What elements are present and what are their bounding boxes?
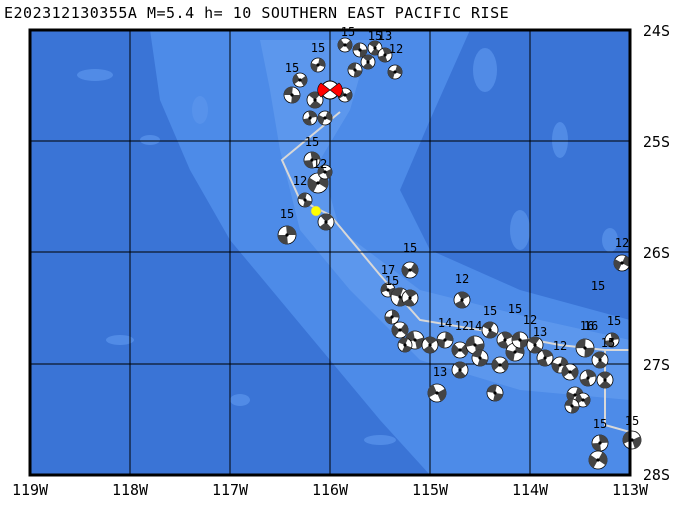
focal-mechanism-beachball xyxy=(317,213,335,231)
depth-label: 16 xyxy=(580,319,594,333)
depth-label: 13 xyxy=(433,365,447,379)
depth-label: 15 xyxy=(508,302,522,316)
depth-label: 15 xyxy=(341,25,355,39)
focal-mechanism-beachball xyxy=(526,336,544,354)
focal-mechanism-beachball xyxy=(317,164,333,180)
lon-label-113w: 113W xyxy=(611,481,649,499)
focal-mechanism-beachball xyxy=(591,351,609,369)
depth-label: 13 xyxy=(533,325,547,339)
main-event-mechanism xyxy=(317,80,343,100)
focal-mechanism-beachball xyxy=(292,72,308,88)
lon-label-116w: 116W xyxy=(311,481,349,499)
focal-mechanism-beachball xyxy=(496,331,514,349)
lon-label-117w: 117W xyxy=(211,481,249,499)
depth-label: 17 xyxy=(381,263,395,277)
focal-mechanism-beachball xyxy=(317,110,333,126)
lat-label-24s: 24S xyxy=(642,22,670,40)
focal-mechanism-beachball xyxy=(481,321,499,339)
focal-mechanism-beachball xyxy=(511,331,529,349)
lat-label-26s: 26S xyxy=(642,244,670,262)
focal-mechanism-beachball xyxy=(471,349,489,367)
focal-mechanism-beachball xyxy=(397,337,413,353)
focal-mechanism-beachball xyxy=(613,254,631,272)
lon-label-114w: 114W xyxy=(511,481,549,499)
depth-label: 12 xyxy=(615,236,629,250)
focal-mechanism-beachball xyxy=(561,363,579,381)
focal-mechanism-beachball xyxy=(421,336,439,354)
depth-label: 12 xyxy=(455,272,469,286)
focal-mechanism-beachball xyxy=(377,47,393,63)
focal-mechanism-beachball xyxy=(591,434,609,452)
seamounts xyxy=(77,48,618,445)
focal-mechanism-beachball xyxy=(303,151,321,169)
focal-mechanism-beachball xyxy=(453,291,471,309)
depth-label: 15 xyxy=(403,241,417,255)
depth-label: 14 xyxy=(468,319,482,333)
focal-mechanism-beachball xyxy=(536,349,554,367)
focal-mechanism-beachball xyxy=(277,225,297,245)
focal-mechanism-beachball xyxy=(306,91,324,109)
focal-mechanism-beachball xyxy=(427,383,447,403)
lon-label-118w: 118W xyxy=(111,481,149,499)
focal-mechanism-beachball xyxy=(436,331,454,349)
lat-label-28s: 28S xyxy=(642,466,670,484)
focal-mechanism-beachball xyxy=(491,356,509,374)
focal-mechanism-beachball xyxy=(387,64,403,80)
graticule xyxy=(30,30,630,475)
lat-label-27s: 27S xyxy=(642,356,670,374)
focal-mechanism-beachball xyxy=(622,430,642,450)
focal-mechanism-beachball xyxy=(604,332,620,348)
lon-label-119w: 119W xyxy=(11,481,49,499)
depth-label: 15 xyxy=(483,304,497,318)
focal-mechanism-beachball xyxy=(310,57,326,73)
depth-label: 12 xyxy=(455,319,469,333)
focal-mechanism-beachball xyxy=(401,261,419,279)
focal-mechanism-beachball xyxy=(575,338,595,358)
focal-mechanism-beachball xyxy=(283,86,301,104)
focal-mechanism-beachball xyxy=(579,369,597,387)
focal-mechanism-beachball xyxy=(360,54,376,70)
depth-label: 16 xyxy=(584,319,598,333)
lon-label-115w: 115W xyxy=(411,481,449,499)
map-frame xyxy=(28,28,632,477)
depth-label: 12 xyxy=(313,157,327,171)
depth-label: 15 xyxy=(385,274,399,288)
focal-mechanism-beachball xyxy=(486,384,504,402)
depth-label: 15 xyxy=(305,135,319,149)
focal-mechanism-beachball xyxy=(337,37,353,53)
depth-label: 12 xyxy=(389,42,403,56)
focal-mechanism-beachball xyxy=(297,192,313,208)
depth-label: 15 xyxy=(593,417,607,431)
focal-mechanism-beachball xyxy=(451,361,469,379)
lat-label-25s: 25S xyxy=(642,133,670,151)
focal-mechanism-beachball xyxy=(588,450,608,470)
depth-label: 12 xyxy=(553,339,567,353)
focal-mechanism-beachball xyxy=(352,42,368,58)
epicenter-marker xyxy=(310,205,322,217)
depth-label: 12 xyxy=(293,174,307,188)
depth-label: 15 xyxy=(368,29,382,43)
depth-label: 12 xyxy=(523,313,537,327)
focal-mechanism-beachball xyxy=(302,110,318,126)
depth-label: 15 xyxy=(280,207,294,221)
depth-label: 13 xyxy=(378,29,392,43)
depth-label: 15 xyxy=(601,336,615,350)
depth-label: 15 xyxy=(607,314,621,328)
map-title: E202312130355A M=5.4 h= 10 SOUTHERN EAST… xyxy=(4,4,510,22)
focal-mechanism-beachball xyxy=(596,371,614,389)
focal-mechanism-beachball xyxy=(384,309,400,325)
focal-mechanism-beachball xyxy=(401,289,419,307)
depth-label: 15 xyxy=(591,279,605,293)
focal-mechanism-beachball xyxy=(451,341,469,359)
depth-label: 15 xyxy=(285,61,299,75)
depth-label: 15 xyxy=(625,414,639,428)
focal-mechanism-beachball xyxy=(347,62,363,78)
depth-label: 14 xyxy=(438,316,452,330)
focal-mechanism-beachball xyxy=(391,321,409,339)
focal-mechanism-beachball xyxy=(564,398,580,414)
depth-label: 15 xyxy=(311,41,325,55)
